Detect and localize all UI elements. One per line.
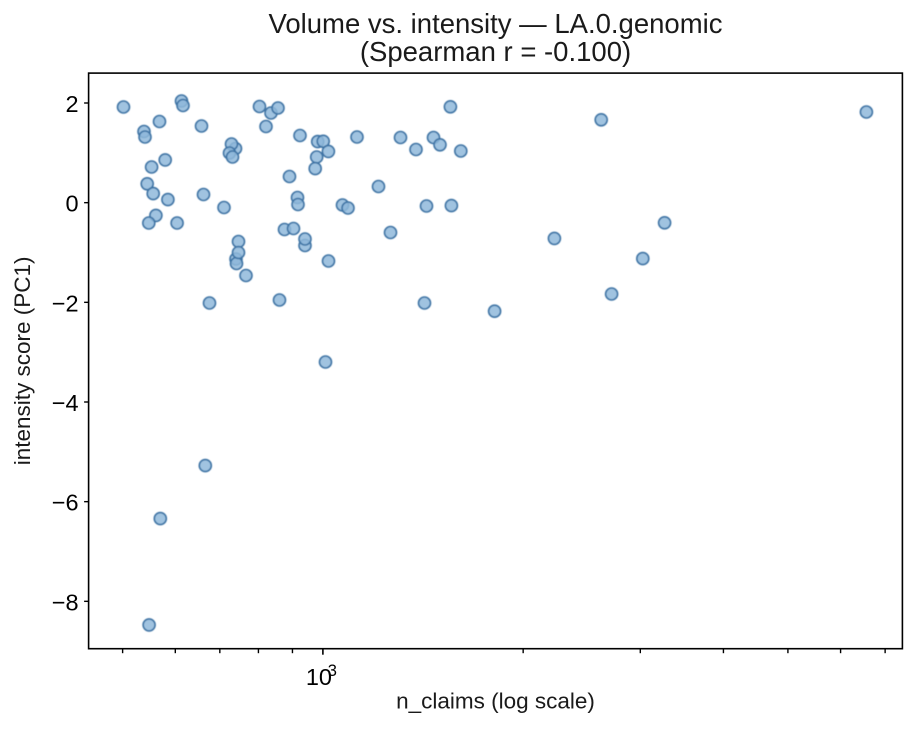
svg-text:2: 2: [66, 91, 79, 117]
svg-text:Volume vs. intensity — LA.0.ge: Volume vs. intensity — LA.0.genomic: [269, 8, 723, 39]
svg-text:0: 0: [66, 191, 79, 217]
svg-text:−8: −8: [52, 589, 79, 615]
svg-text:−6: −6: [52, 490, 79, 516]
svg-text:intensity score (PC1): intensity score (PC1): [10, 256, 35, 465]
svg-text:3: 3: [328, 662, 337, 680]
svg-text:−4: −4: [52, 390, 79, 416]
svg-text:(Spearman r = -0.100): (Spearman r = -0.100): [360, 36, 631, 67]
svg-text:−2: −2: [52, 290, 79, 316]
svg-text:n_claims (log scale): n_claims (log scale): [396, 689, 595, 714]
